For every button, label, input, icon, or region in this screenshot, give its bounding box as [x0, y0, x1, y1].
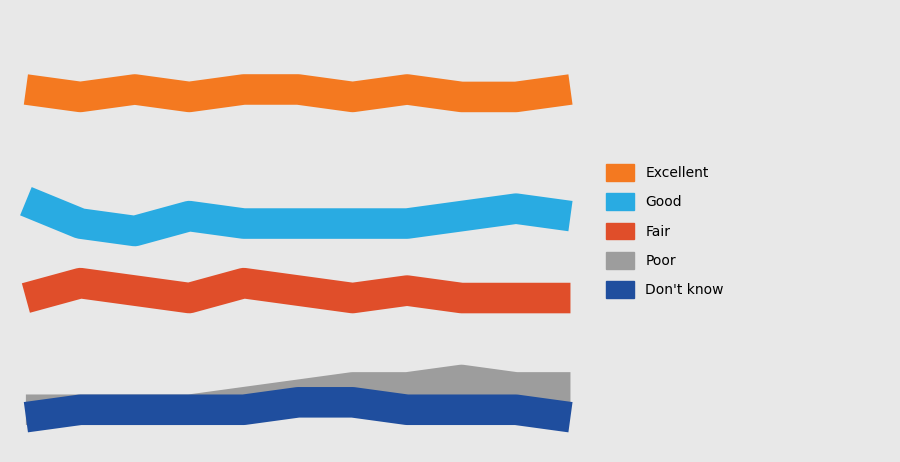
Legend: Excellent, Good, Fair, Poor, Don't know: Excellent, Good, Fair, Poor, Don't know	[599, 157, 731, 305]
